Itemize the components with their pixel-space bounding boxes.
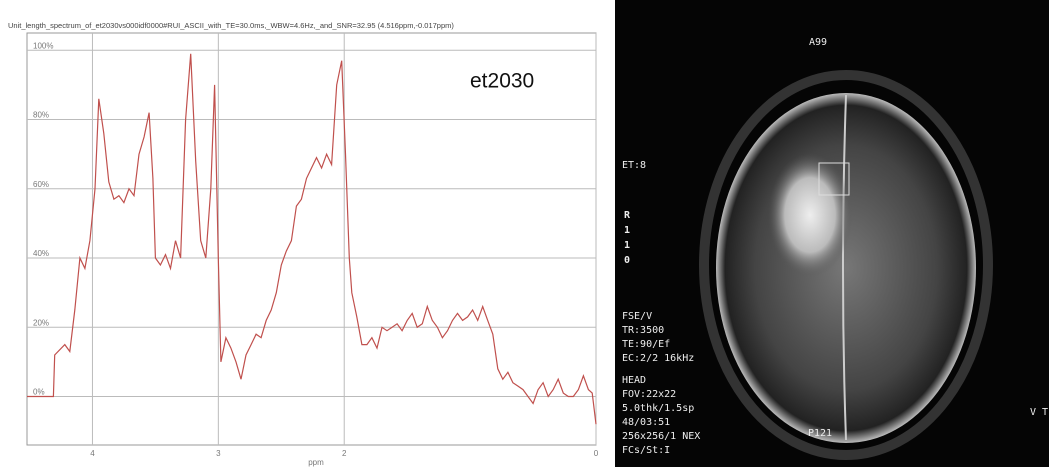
brain — [716, 93, 976, 443]
image-label: TR:3500 — [622, 325, 664, 336]
image-label: 5.0thk/1.5sp — [622, 403, 694, 414]
image-label: 0 — [624, 255, 630, 266]
plot-frame — [26, 32, 597, 446]
y-tick-label: 0% — [33, 388, 45, 397]
annotation: et2030 — [470, 70, 534, 93]
y-tick-label: 60% — [33, 180, 49, 189]
chart-title: Unit_length_spectrum_of_et2030vs000idf00… — [8, 21, 454, 30]
image-label: P121 — [808, 428, 832, 439]
image-label: 1 — [624, 240, 630, 251]
image-label: FSE/V — [622, 311, 652, 322]
image-label: A99 — [809, 37, 827, 48]
y-tick-label: 100% — [33, 41, 53, 50]
image-label: EC:2/2 16kHz — [622, 353, 694, 364]
y-tick-label: 80% — [33, 111, 49, 120]
x-tick-label: 4 — [90, 449, 95, 458]
midline — [842, 94, 847, 441]
image-label: V T — [1030, 407, 1048, 418]
x-axis-label: ppm — [308, 458, 324, 467]
image-label: ET:8 — [622, 160, 646, 171]
spectrum-line — [27, 53, 597, 425]
image-label: HEAD — [622, 375, 646, 386]
scan-params: FSE/V TR:3500 TE:90/Ef EC:2/2 16kHz HEAD FOV:… — [622, 311, 700, 456]
image-label: FOV:22x22 — [622, 389, 676, 400]
x-tick-label: 0 — [594, 449, 599, 458]
plot: 0% 20% 40% 60% 80% 100% 4 3 2 0 — [27, 33, 599, 458]
image-label: R — [624, 210, 631, 221]
y-tick-label: 20% — [33, 318, 49, 327]
x-tick-label: 3 — [216, 449, 221, 458]
image-label: 1 — [624, 225, 630, 236]
image-label: 256x256/1 NEX — [622, 431, 700, 442]
skull — [699, 70, 993, 460]
image-label: 48/03:51 — [622, 417, 670, 428]
image-label: TE:90/Ef — [622, 339, 670, 350]
image-label: FCs/St:I — [622, 445, 670, 456]
side-labels: R 1 1 0 — [624, 210, 631, 266]
roi-box — [818, 162, 850, 196]
lesion — [768, 153, 852, 277]
x-tick-label: 2 — [342, 449, 347, 458]
y-tick-label: 40% — [33, 249, 49, 258]
